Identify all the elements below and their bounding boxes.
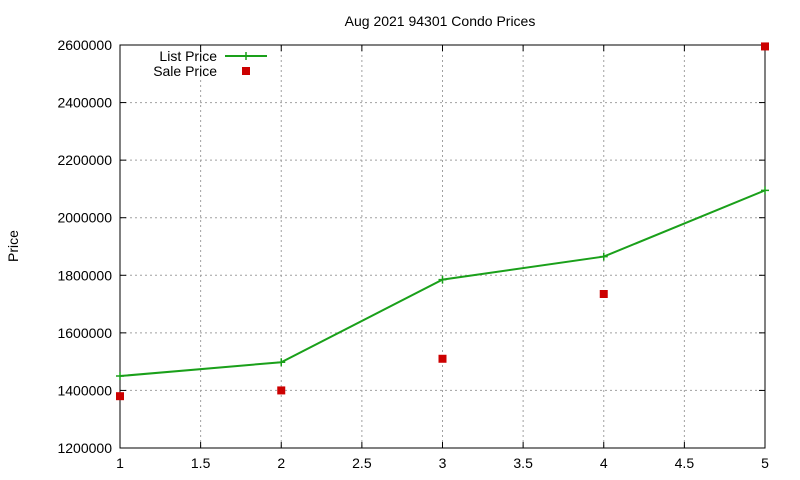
plus-marker <box>116 372 124 381</box>
x-tick-label: 5 <box>761 455 769 471</box>
square-marker <box>116 392 124 401</box>
y-tick-label: 2000000 <box>57 210 112 226</box>
x-tick-label: 4 <box>600 455 608 471</box>
legend-sample-sale-price <box>242 67 250 75</box>
x-tick-label: 1 <box>116 455 124 471</box>
legend: List Price Sale Price <box>153 48 267 79</box>
y-tick-label: 2400000 <box>57 95 112 111</box>
grid <box>120 45 765 448</box>
x-tick-label: 2.5 <box>352 455 372 471</box>
series-sale-price <box>116 42 769 401</box>
plus-marker <box>438 275 447 284</box>
y-tick-label: 2200000 <box>57 152 112 168</box>
y-tick-label: 2600000 <box>57 37 112 53</box>
legend-marker-list-price <box>242 52 250 60</box>
y-tick-label: 1800000 <box>57 267 112 283</box>
axis-ticks <box>119 44 766 449</box>
square-marker <box>438 354 447 363</box>
x-tick-label: 2 <box>277 455 285 471</box>
square-marker <box>761 42 769 51</box>
legend-label-sale-price: Sale Price <box>153 63 217 79</box>
x-tick-label: 3.5 <box>513 455 533 471</box>
tick-labels: 1 1.5 2 2.5 3 3.5 4 4.5 5 1200000 1400000 1600000 18… <box>57 37 769 471</box>
plus-marker <box>599 252 608 261</box>
series <box>116 42 769 401</box>
y-tick-label: 1400000 <box>57 382 112 398</box>
x-tick-label: 4.5 <box>675 455 695 471</box>
x-tick-label: 3 <box>439 455 447 471</box>
legend-label-list-price: List Price <box>159 48 217 64</box>
y-tick-label: 1200000 <box>57 440 112 456</box>
plus-marker <box>761 186 769 195</box>
series-list-price <box>116 186 769 381</box>
square-marker <box>277 386 286 395</box>
y-tick-label: 1600000 <box>57 325 112 341</box>
x-tick-label: 1.5 <box>191 455 211 471</box>
chart-title: Aug 2021 94301 Condo Prices <box>345 13 536 29</box>
y-axis-label: Price <box>5 230 21 262</box>
plus-marker <box>277 358 286 367</box>
square-marker <box>599 289 608 298</box>
